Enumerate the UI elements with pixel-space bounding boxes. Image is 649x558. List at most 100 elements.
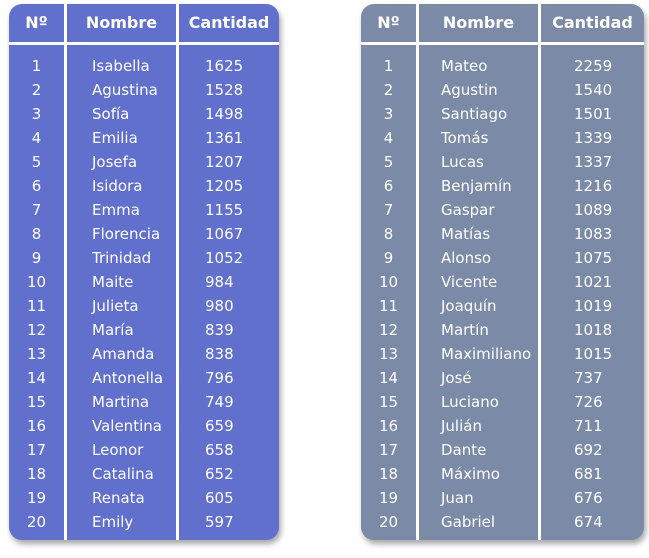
table-row: 15 Martina 749 <box>9 390 279 414</box>
row-number: 1 <box>383 57 394 75</box>
row-quantity: 676 <box>574 489 603 507</box>
row-name: Dante <box>441 441 487 459</box>
names-table-right: Nº Nombre Cantidad 1 Mateo 2259 2 Agustin 154… <box>361 4 644 540</box>
row-quantity: 1205 <box>205 177 244 195</box>
row-quantity: 1018 <box>574 321 613 339</box>
table-row: 3 Sofía 1498 <box>9 102 279 126</box>
row-number: 17 <box>26 441 47 459</box>
row-number: 5 <box>31 153 42 171</box>
table-row: 1 Isabella 1625 <box>9 54 279 78</box>
header-number: Nº <box>25 13 48 32</box>
header-divider <box>361 42 644 45</box>
row-number: 11 <box>26 297 47 315</box>
row-name: María <box>92 321 134 339</box>
row-quantity: 796 <box>205 369 234 387</box>
row-number: 15 <box>26 393 47 411</box>
row-quantity: 1339 <box>574 129 613 147</box>
column-divider <box>64 4 67 540</box>
row-name: Gabriel <box>441 513 496 531</box>
row-name: Valentina <box>92 417 162 435</box>
row-name: Isidora <box>92 177 143 195</box>
row-quantity: 659 <box>205 417 234 435</box>
row-number: 6 <box>31 177 42 195</box>
table-row: 2 Agustin 1540 <box>361 78 644 102</box>
row-number: 2 <box>31 81 42 99</box>
header-name: Nombre <box>85 13 158 32</box>
row-name: Martín <box>441 321 489 339</box>
row-quantity: 692 <box>574 441 603 459</box>
row-quantity: 605 <box>205 489 234 507</box>
header-divider <box>9 42 279 45</box>
row-name: Emma <box>92 201 140 219</box>
column-divider <box>538 4 541 540</box>
table-row: 13 Amanda 838 <box>9 342 279 366</box>
row-name: Amanda <box>92 345 155 363</box>
row-number: 14 <box>26 369 47 387</box>
row-number: 9 <box>383 249 394 267</box>
row-quantity: 1207 <box>205 153 244 171</box>
table-row: 19 Renata 605 <box>9 486 279 510</box>
table-row: 3 Santiago 1501 <box>361 102 644 126</box>
table-row: 6 Benjamín 1216 <box>361 174 644 198</box>
table-row: 4 Emilia 1361 <box>9 126 279 150</box>
row-number: 19 <box>378 489 399 507</box>
row-number: 3 <box>383 105 394 123</box>
table-row: 5 Lucas 1337 <box>361 150 644 174</box>
row-quantity: 1337 <box>574 153 613 171</box>
row-name: Leonor <box>92 441 144 459</box>
row-number: 11 <box>378 297 399 315</box>
row-name: Tomás <box>441 129 489 147</box>
row-name: Emily <box>92 513 134 531</box>
row-number: 16 <box>378 417 399 435</box>
row-number: 13 <box>26 345 47 363</box>
row-quantity: 658 <box>205 441 234 459</box>
row-name: Antonella <box>92 369 164 387</box>
row-number: 8 <box>31 225 42 243</box>
table-row: 17 Leonor 658 <box>9 438 279 462</box>
header-number: Nº <box>377 13 400 32</box>
row-name: Vicente <box>441 273 498 291</box>
names-table-left: Nº Nombre Cantidad 1 Isabella 1625 2 Agustin… <box>9 4 279 540</box>
table-row: 12 Martín 1018 <box>361 318 644 342</box>
row-name: Alonso <box>441 249 492 267</box>
row-quantity: 1075 <box>574 249 613 267</box>
row-number: 20 <box>378 513 399 531</box>
row-number: 3 <box>31 105 42 123</box>
table-row: 6 Isidora 1205 <box>9 174 279 198</box>
row-name: Julián <box>441 417 482 435</box>
row-number: 18 <box>26 465 47 483</box>
row-name: Catalina <box>92 465 154 483</box>
row-number: 2 <box>383 81 394 99</box>
row-quantity: 984 <box>205 273 234 291</box>
row-number: 14 <box>378 369 399 387</box>
row-name: José <box>441 369 472 387</box>
row-number: 19 <box>26 489 47 507</box>
row-number: 9 <box>31 249 42 267</box>
table-row: 7 Emma 1155 <box>9 198 279 222</box>
table-row: 11 Joaquín 1019 <box>361 294 644 318</box>
table-row: 17 Dante 692 <box>361 438 644 462</box>
row-quantity: 838 <box>205 345 234 363</box>
row-number: 4 <box>383 129 394 147</box>
row-number: 13 <box>378 345 399 363</box>
row-name: Martina <box>92 393 150 411</box>
row-quantity: 737 <box>574 369 603 387</box>
row-name: Florencia <box>92 225 161 243</box>
table-row: 10 Maite 984 <box>9 270 279 294</box>
row-name: Trinidad <box>92 249 152 267</box>
row-number: 15 <box>378 393 399 411</box>
table-row: 1 Mateo 2259 <box>361 54 644 78</box>
row-name: Luciano <box>441 393 499 411</box>
header-name: Nombre <box>442 13 515 32</box>
row-name: Emilia <box>92 129 138 147</box>
row-quantity: 1625 <box>205 57 244 75</box>
table-row: 5 Josefa 1207 <box>9 150 279 174</box>
table-row: 9 Alonso 1075 <box>361 246 644 270</box>
table-row: 8 Florencia 1067 <box>9 222 279 246</box>
column-divider <box>176 4 179 540</box>
row-number: 6 <box>383 177 394 195</box>
row-name: Agustina <box>92 81 158 99</box>
row-quantity: 1540 <box>574 81 613 99</box>
row-number: 5 <box>383 153 394 171</box>
table-row: 11 Julieta 980 <box>9 294 279 318</box>
